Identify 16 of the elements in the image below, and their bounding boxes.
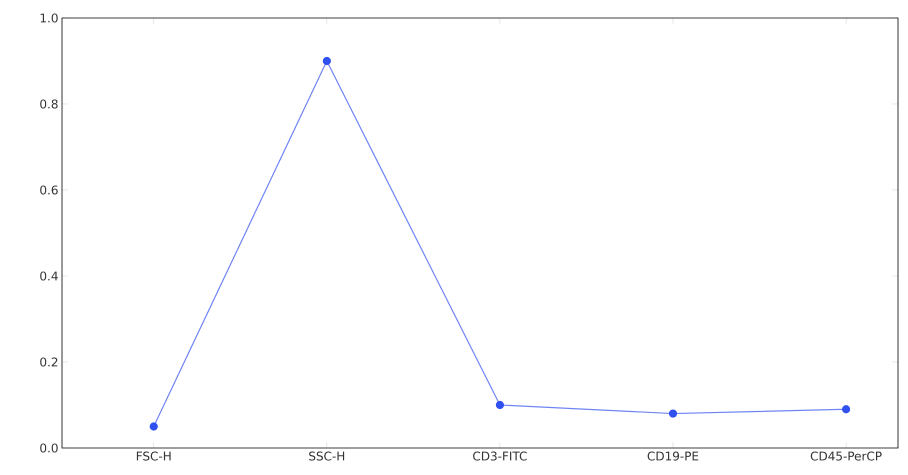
x-tick-label: FSC-H	[136, 452, 171, 461]
x-tick-label: SSC-H	[309, 452, 344, 461]
x-tick-label: CD19-PE	[648, 452, 698, 461]
y-tick-label: 0.6	[40, 185, 58, 195]
point	[668, 409, 678, 418]
point	[496, 400, 504, 410]
y-tick-label: 1.0	[40, 13, 58, 23]
x-tick-label: CD3-FITC	[473, 452, 527, 461]
point	[322, 56, 331, 66]
x-tick-label: CD45-PerCP	[810, 452, 882, 461]
point	[150, 422, 158, 431]
y-tick-label: 0.8	[40, 99, 58, 109]
y-tick-label: 0.2	[40, 357, 58, 367]
y-tick-label: 0.4	[40, 271, 58, 281]
point	[842, 405, 850, 414]
y-tick-label: 0.0	[40, 443, 58, 453]
